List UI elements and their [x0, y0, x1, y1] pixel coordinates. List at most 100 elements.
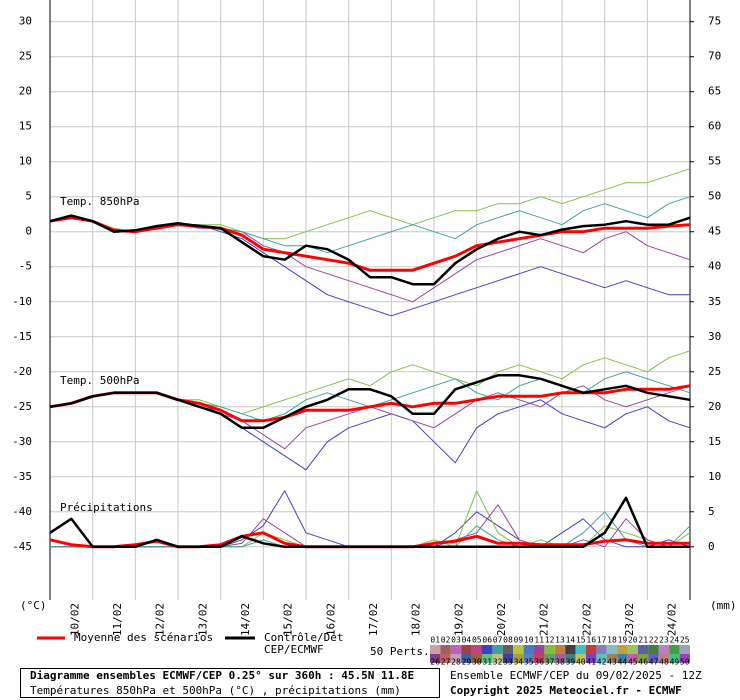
x-tick-label: 21/02: [538, 603, 551, 636]
perturbation-swatch: [544, 654, 555, 663]
perturbation-label: 38: [555, 658, 565, 667]
perturbation-swatch: [523, 645, 534, 654]
perturbation-label: 49: [670, 658, 680, 667]
x-tick-label: 11/02: [111, 603, 124, 636]
x-tick-label: 22/02: [580, 603, 593, 636]
perturbation-label: 08: [503, 636, 513, 645]
perturbation-swatch: [617, 654, 628, 663]
perturbation-swatch: [596, 645, 607, 654]
perturbation-swatch: [502, 654, 514, 663]
perturbation-label: 29: [462, 658, 472, 667]
y-tick-label: -15: [12, 330, 32, 343]
perturbation-label: 17: [597, 636, 607, 645]
perturbation-swatch: [492, 654, 503, 663]
legend-label: Moyenne des scénarios: [74, 631, 214, 644]
member-line: [49, 350, 691, 415]
y2-tick-label: 65: [708, 85, 721, 98]
perturbation-label: 31: [482, 658, 492, 667]
y-tick-label: 5: [25, 190, 32, 203]
perturbation-label: 07: [493, 636, 503, 645]
perturbation-label: 05: [472, 636, 482, 645]
perturbation-label: 46: [638, 658, 648, 667]
perturbation-swatch: [430, 645, 441, 654]
perturbation-label: 43: [607, 658, 617, 667]
member-line: [49, 392, 691, 471]
perturbation-label: 41: [586, 658, 596, 667]
perturbation-label: 36: [534, 658, 544, 667]
perturbation-label: 25: [680, 636, 690, 645]
perturbation-label: 16: [586, 636, 596, 645]
perturbation-label: 12: [545, 636, 555, 645]
y-tick-label: -25: [12, 400, 32, 413]
perturbation-swatch: [450, 645, 462, 654]
member-line: [49, 371, 691, 422]
perturbation-label: 04: [462, 636, 472, 645]
perturbation-label: 40: [576, 658, 586, 667]
x-tick-label: 19/02: [452, 603, 465, 636]
perturbation-label: 27: [441, 658, 451, 667]
y2-tick-label: 55: [708, 155, 721, 168]
y-tick-label: 30: [19, 15, 32, 28]
perturbation-label: 21: [638, 636, 648, 645]
perturbation-swatch: [554, 645, 566, 654]
perturbation-label: 24: [670, 636, 680, 645]
caption-box: [20, 668, 440, 698]
perturbation-swatch: [430, 654, 441, 663]
chart-title: Diagramme ensembles ECMWF/CEP 0.25° sur …: [30, 669, 415, 682]
perturbation-swatch: [513, 654, 524, 663]
series-line: [49, 496, 690, 549]
x-tick-label: 23/02: [623, 603, 636, 636]
perturbation-label: 01: [430, 636, 440, 645]
y2-tick-label: 5: [708, 505, 715, 518]
perturbation-swatch: [482, 645, 493, 654]
perturbation-swatch: [544, 645, 555, 654]
x-tick-label: 17/02: [367, 603, 380, 636]
perturbation-label: 03: [451, 636, 461, 645]
x-tick-label: 15/02: [282, 603, 295, 636]
perturbation-swatch: [638, 645, 649, 654]
y2-tick-label: 30: [708, 330, 721, 343]
y-tick-label: -40: [12, 505, 32, 518]
perturbation-label: 48: [659, 658, 669, 667]
x-tick-label: 12/02: [154, 603, 167, 636]
x-tick-label: 10/02: [68, 603, 81, 636]
perturbation-label: 11: [534, 636, 544, 645]
perturbation-swatch: [575, 654, 586, 663]
perturbation-label: 28: [451, 658, 461, 667]
perturbation-swatch: [658, 654, 670, 663]
y2-tick-label: 50: [708, 190, 721, 203]
panel-label: Précipitations: [60, 501, 153, 514]
perturbation-swatch: [575, 645, 586, 654]
perturbation-label: 35: [524, 658, 534, 667]
y2-tick-label: 40: [708, 260, 721, 273]
perturbation-swatch: [606, 645, 618, 654]
chart-subtitle: Températures 850hPa et 500hPa (°C) , pré…: [30, 684, 401, 697]
perturbation-label: 47: [649, 658, 659, 667]
y2-tick-label: 0: [708, 540, 715, 553]
y-tick-label: -30: [12, 435, 32, 448]
series-line: [49, 374, 691, 430]
y-tick-label: 25: [19, 50, 32, 63]
y2-tick-label: 35: [708, 295, 721, 308]
y-tick-label: -35: [12, 470, 32, 483]
y2-tick-label: 45: [708, 225, 721, 238]
perturbation-swatch: [627, 645, 638, 654]
perturbation-swatch: [492, 645, 503, 654]
x-tick-label: 13/02: [196, 603, 209, 636]
perturbation-label: 33: [503, 658, 513, 667]
y2-tick-label: 20: [708, 400, 721, 413]
perturbation-swatch: [450, 654, 462, 663]
perturbation-swatch: [534, 645, 545, 654]
x-tick-label: 24/02: [666, 603, 679, 636]
perturbation-label: 18: [607, 636, 617, 645]
perturbation-label: 20: [628, 636, 638, 645]
member-line: [49, 385, 691, 450]
perturbation-label: 06: [482, 636, 492, 645]
perturbation-swatch: [648, 645, 659, 654]
y2-tick-label: 10: [708, 470, 721, 483]
legend-label: Contrôle/Det CEP/ECMWF: [264, 631, 344, 656]
series-line: [49, 214, 691, 286]
perturbation-swatch: [513, 645, 524, 654]
